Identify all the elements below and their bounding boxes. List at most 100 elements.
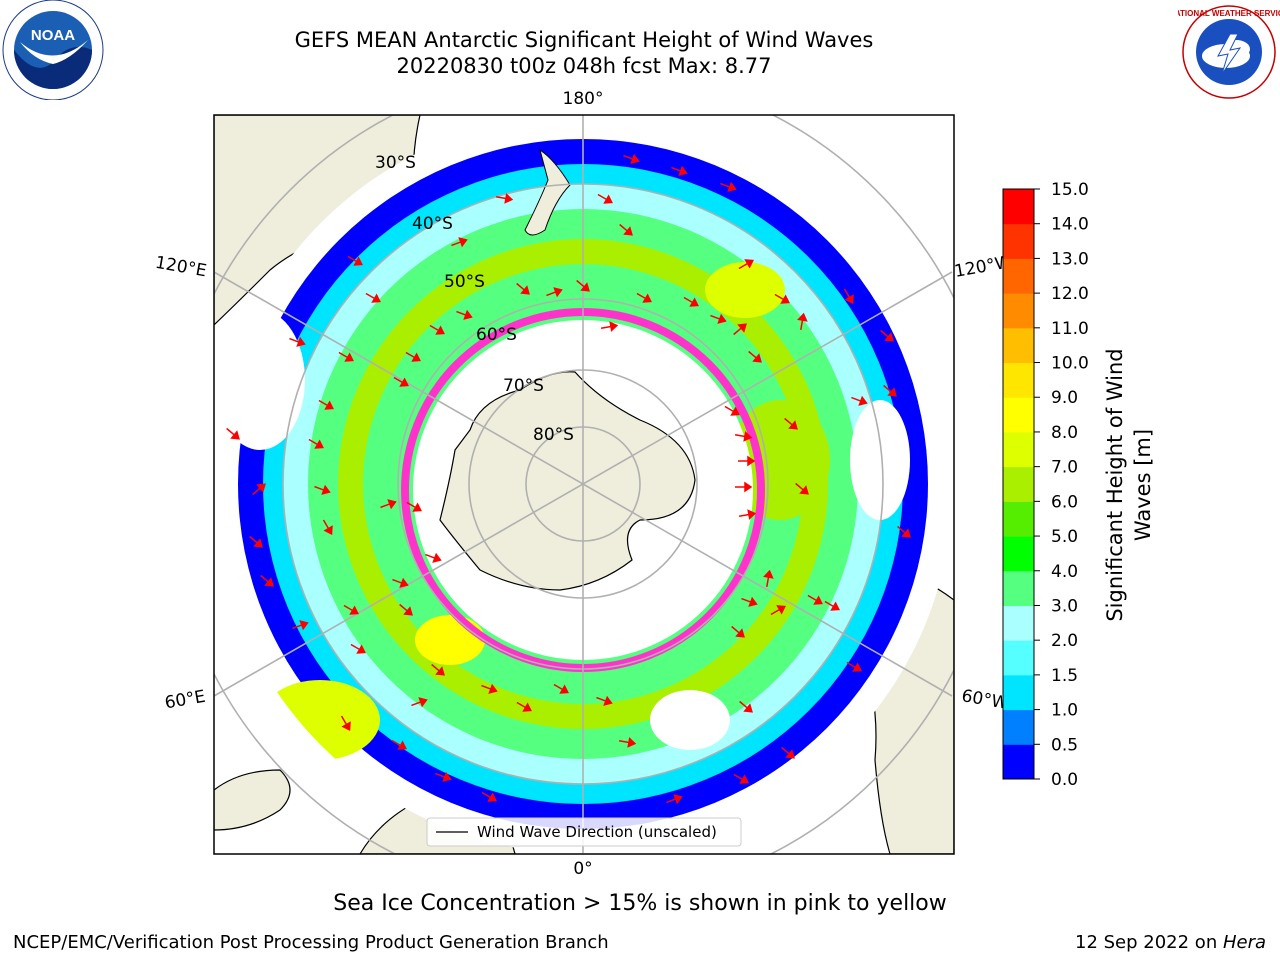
wind-arrow-icon bbox=[451, 237, 468, 248]
wind-arrow-icon bbox=[763, 569, 774, 588]
colorbar-segment bbox=[1003, 640, 1034, 676]
colorbar-segment bbox=[1003, 293, 1034, 329]
colorbar-frame bbox=[1002, 188, 1035, 780]
lat-label-30s: 30°S bbox=[375, 153, 416, 173]
wind-arrow-icon bbox=[671, 165, 688, 176]
lat-label-50s: 50°S bbox=[444, 272, 485, 292]
wind-arrow-icon bbox=[399, 603, 413, 616]
nws-logo-icon: NATIONAL WEATHER SERVICE bbox=[1178, 5, 1280, 99]
lon-label-120e: 120°E bbox=[154, 253, 208, 282]
colorbar bbox=[1002, 188, 1035, 780]
wind-arrow-icon bbox=[338, 351, 354, 362]
wind-arrow-icon bbox=[481, 791, 497, 802]
wind-arrow-icon bbox=[365, 292, 381, 303]
colorbar-tick-label: 12.0 bbox=[1051, 284, 1089, 304]
colorbar-segment bbox=[1003, 744, 1034, 780]
colorbar-tick-label: 14.0 bbox=[1051, 215, 1089, 235]
colorbar-segment bbox=[1003, 189, 1034, 225]
colorbar-tick-label: 1.0 bbox=[1051, 701, 1078, 721]
colorbar-segment bbox=[1003, 570, 1034, 606]
colorbar-tick-label: 13.0 bbox=[1051, 249, 1089, 269]
footer-date-text: 12 Sep 2022 on bbox=[1075, 932, 1223, 953]
colorbar-segment bbox=[1003, 501, 1034, 537]
wind-arrow-icon bbox=[770, 605, 786, 616]
lon-label-180: 180° bbox=[563, 89, 604, 109]
colorbar-tick-label: 2.0 bbox=[1051, 631, 1078, 651]
wind-arrow-icon bbox=[431, 663, 445, 676]
antarctica-land bbox=[439, 371, 696, 591]
wind-arrow-icon bbox=[636, 292, 652, 303]
wind-arrow-icon bbox=[597, 193, 613, 204]
footer-machine: Hera bbox=[1222, 932, 1266, 953]
wind-arrow-icon bbox=[738, 455, 756, 467]
wind-arrow-icon bbox=[741, 596, 758, 607]
wind-arrow-icon bbox=[393, 376, 409, 387]
colorbar-ticks: 0.0 0.5 1.0 1.5 2.0 3.0 4.0 5.0 6.0 7.0 8.0 9.0 10.0… bbox=[1034, 180, 1089, 790]
wind-arrow-icon bbox=[576, 279, 590, 292]
wind-arrow-icon bbox=[553, 683, 569, 694]
wind-arrow-icon bbox=[683, 296, 699, 307]
lat-label-80s: 80°S bbox=[533, 425, 574, 445]
colorbar-tick-label: 9.0 bbox=[1051, 388, 1078, 408]
wind-arrow-icon bbox=[748, 350, 762, 363]
wind-arrow-icon bbox=[784, 417, 798, 430]
wind-arrow-icon bbox=[406, 501, 422, 512]
wind-arrow-icon bbox=[846, 661, 862, 672]
new-zealand-land bbox=[524, 148, 571, 236]
wind-arrow-icon bbox=[795, 482, 809, 495]
lat-label-40s: 40°S bbox=[412, 214, 453, 234]
wind-arrow-icon bbox=[392, 577, 409, 588]
wind-arrow-icon bbox=[851, 395, 868, 406]
wind-arrow-icon bbox=[318, 399, 334, 410]
map-title: GEFS MEAN Antarctic Significant Height o… bbox=[294, 28, 874, 52]
colorbar-segment bbox=[1003, 536, 1034, 572]
wind-arrow-icon bbox=[343, 604, 359, 615]
lat-label-70s: 70°S bbox=[503, 376, 544, 396]
wind-arrow-icon bbox=[308, 438, 324, 449]
noaa-logo-text: NOAA bbox=[31, 27, 75, 44]
wind-arrow-icon bbox=[314, 484, 331, 495]
colorbar-segment bbox=[1003, 605, 1034, 641]
map-frame bbox=[213, 114, 955, 855]
wind-arrow-icon bbox=[435, 771, 452, 782]
wind-arrow-icon bbox=[411, 697, 428, 708]
colorbar-label-2: Waves [m] bbox=[1131, 429, 1155, 541]
wind-arrow-icon bbox=[724, 405, 740, 416]
wind-arrow-icon bbox=[824, 600, 840, 611]
wind-arrow-icon bbox=[289, 336, 306, 347]
wind-arrow-icon bbox=[731, 625, 745, 638]
wind-arrow-icon bbox=[546, 287, 563, 298]
nws-logo-text: NATIONAL WEATHER SERVICE bbox=[1178, 9, 1280, 18]
wind-arrow-icon bbox=[456, 309, 473, 320]
lat-label-60s: 60°S bbox=[476, 325, 517, 345]
lon-label-60w: 60°W bbox=[960, 686, 1010, 714]
wind-arrow-icon bbox=[600, 321, 619, 332]
wind-arrow-icon bbox=[516, 282, 530, 295]
wind-arrow-icon bbox=[347, 255, 363, 266]
wind-arrow-icon bbox=[619, 223, 633, 236]
wind-arrow-icon bbox=[720, 181, 737, 192]
wind-arrow-icon bbox=[774, 293, 790, 304]
wind-arrow-icon bbox=[380, 499, 397, 510]
wind-arrow-icon bbox=[733, 323, 747, 336]
colorbar-segment bbox=[1003, 431, 1034, 468]
lon-label-60e: 60°E bbox=[163, 687, 207, 714]
colorbar-label-1: Significant Height of Wind bbox=[1103, 348, 1127, 621]
wind-arrow-icon bbox=[623, 153, 640, 164]
footer-branch: NCEP/EMC/Verification Post Processing Pr… bbox=[13, 932, 609, 953]
wind-wave-arrows bbox=[226, 153, 911, 805]
colorbar-segment bbox=[1003, 466, 1034, 502]
colorbar-tick-label: 11.0 bbox=[1051, 319, 1089, 339]
wind-arrow-icon bbox=[249, 535, 263, 548]
colorbar-segment bbox=[1003, 709, 1034, 745]
colorbar-tick-label: 4.0 bbox=[1051, 562, 1078, 582]
colorbar-segment bbox=[1003, 327, 1034, 364]
wind-arrow-icon bbox=[252, 483, 266, 496]
colorbar-tick-label: 10.0 bbox=[1051, 354, 1089, 374]
wind-arrow-icon bbox=[734, 431, 753, 442]
colorbar-tick-label: 0.5 bbox=[1051, 735, 1078, 755]
wind-arrow-icon bbox=[710, 313, 727, 324]
wind-arrow-icon bbox=[880, 329, 894, 342]
wind-arrow-icon bbox=[781, 746, 795, 759]
